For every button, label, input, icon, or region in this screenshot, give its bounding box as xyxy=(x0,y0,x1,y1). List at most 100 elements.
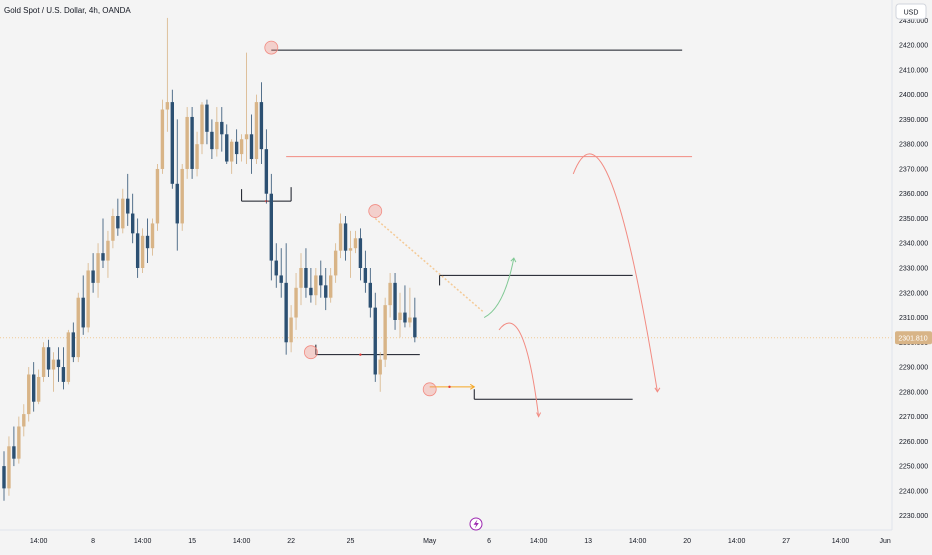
candle-body xyxy=(289,317,293,343)
candle-body xyxy=(205,104,209,132)
currency-label: USD xyxy=(904,10,919,17)
x-tick-label: 25 xyxy=(347,538,355,545)
y-tick-label: 2260.000 xyxy=(899,439,928,446)
x-tick-label: 14:00 xyxy=(728,538,746,545)
candle-body xyxy=(111,216,115,241)
x-tick-label: Jun xyxy=(879,538,890,545)
x-tick-label: 6 xyxy=(487,538,491,545)
candle-body xyxy=(126,198,130,214)
x-tick-label: 14:00 xyxy=(134,538,152,545)
candle-body xyxy=(408,317,412,323)
price-axis[interactable]: 2430.000 2420.000 2410.000 2400.000 2390.000… xyxy=(899,18,928,520)
x-tick-label: May xyxy=(423,538,437,545)
candle-body xyxy=(91,270,95,283)
candle-body xyxy=(61,367,66,382)
last-price-badge: 2301.810 xyxy=(895,331,932,345)
x-tick-label: 27 xyxy=(782,538,790,545)
candle-body xyxy=(244,134,249,140)
projection-red-long xyxy=(572,153,658,392)
x-tick-label: 8 xyxy=(91,538,95,545)
candle-body xyxy=(304,268,308,288)
chart-title: Gold Spot / U.S. Dollar, 4h, OANDA xyxy=(4,6,131,15)
x-tick-label: 14:00 xyxy=(530,538,548,545)
level-marker xyxy=(448,385,451,389)
candle-body xyxy=(76,297,80,358)
lightning-icon[interactable] xyxy=(469,517,483,531)
y-tick-label: 2230.000 xyxy=(899,513,928,520)
x-tick-label: 14:00 xyxy=(629,538,647,545)
candle-body xyxy=(338,223,343,251)
candle-body xyxy=(170,102,174,184)
candle-body xyxy=(413,317,417,338)
y-tick-label: 2280.000 xyxy=(899,389,928,396)
y-tick-label: 2350.000 xyxy=(899,216,928,223)
candle-body xyxy=(403,312,407,323)
y-tick-label: 2420.000 xyxy=(899,43,928,50)
candle-body xyxy=(86,270,90,328)
candle-body xyxy=(190,116,194,169)
overlay-layer xyxy=(264,40,437,397)
x-tick-label: 14:00 xyxy=(832,538,850,545)
candle-body xyxy=(284,282,288,343)
y-tick-label: 2310.000 xyxy=(899,315,928,322)
candle-body xyxy=(279,275,283,283)
candle-body xyxy=(7,446,11,489)
candle-body xyxy=(264,149,269,194)
candle-body xyxy=(135,233,140,268)
candle-body xyxy=(106,240,110,261)
y-tick-label: 2380.000 xyxy=(899,142,928,149)
candle-body xyxy=(319,275,323,286)
candle-body xyxy=(185,116,189,169)
candle-body xyxy=(259,102,264,150)
candle-body xyxy=(160,109,165,169)
candle-body xyxy=(299,268,303,288)
highlight-circle xyxy=(422,382,437,397)
candle-body xyxy=(274,260,278,276)
candle-body xyxy=(32,374,36,402)
candle-body xyxy=(398,312,402,320)
highlight-circle xyxy=(368,204,383,218)
candle-body xyxy=(96,253,100,283)
time-axis[interactable]: 14:00 8 14:00 15 14:00 22 25 May 6 14:00 13 14:00 20… xyxy=(30,538,891,545)
projection-red-long-head xyxy=(654,387,661,393)
candle-body xyxy=(309,287,313,296)
candle-body xyxy=(81,297,85,328)
x-tick-label: 20 xyxy=(683,538,691,545)
y-tick-label: 2360.000 xyxy=(899,191,928,198)
annotation-layer xyxy=(241,49,693,418)
last-price-label: 2301.810 xyxy=(898,335,927,342)
candle-body xyxy=(66,332,71,382)
candle-body xyxy=(131,213,135,234)
currency-button[interactable]: USD xyxy=(895,3,927,20)
candle-body xyxy=(56,359,61,368)
level-marker xyxy=(359,353,362,356)
x-tick-label: 14:00 xyxy=(30,538,48,545)
candle-body xyxy=(27,374,31,415)
candle-body xyxy=(51,359,56,370)
candle-body xyxy=(195,144,199,169)
candle-body xyxy=(343,223,348,251)
candle-body xyxy=(36,376,41,402)
candle-body xyxy=(353,238,358,249)
highlight-circle xyxy=(303,345,318,360)
candle-body xyxy=(71,332,75,358)
x-tick-label: 15 xyxy=(188,538,196,545)
candle-body xyxy=(234,141,239,155)
candle-body xyxy=(140,235,145,268)
candle-body xyxy=(393,282,397,320)
candle-body xyxy=(210,131,214,150)
y-tick-label: 2340.000 xyxy=(899,241,928,248)
projection-red-short-head xyxy=(536,412,542,418)
candle-body xyxy=(249,134,254,160)
y-tick-label: 2410.000 xyxy=(899,67,928,74)
candle-body xyxy=(17,426,21,459)
candle-body xyxy=(388,282,392,306)
candle-body xyxy=(314,275,318,296)
highlight-circle xyxy=(264,40,279,55)
candle-body xyxy=(2,466,6,489)
y-tick-label: 2390.000 xyxy=(899,117,928,124)
projection-red-short xyxy=(498,322,540,417)
candle-body xyxy=(22,414,26,427)
